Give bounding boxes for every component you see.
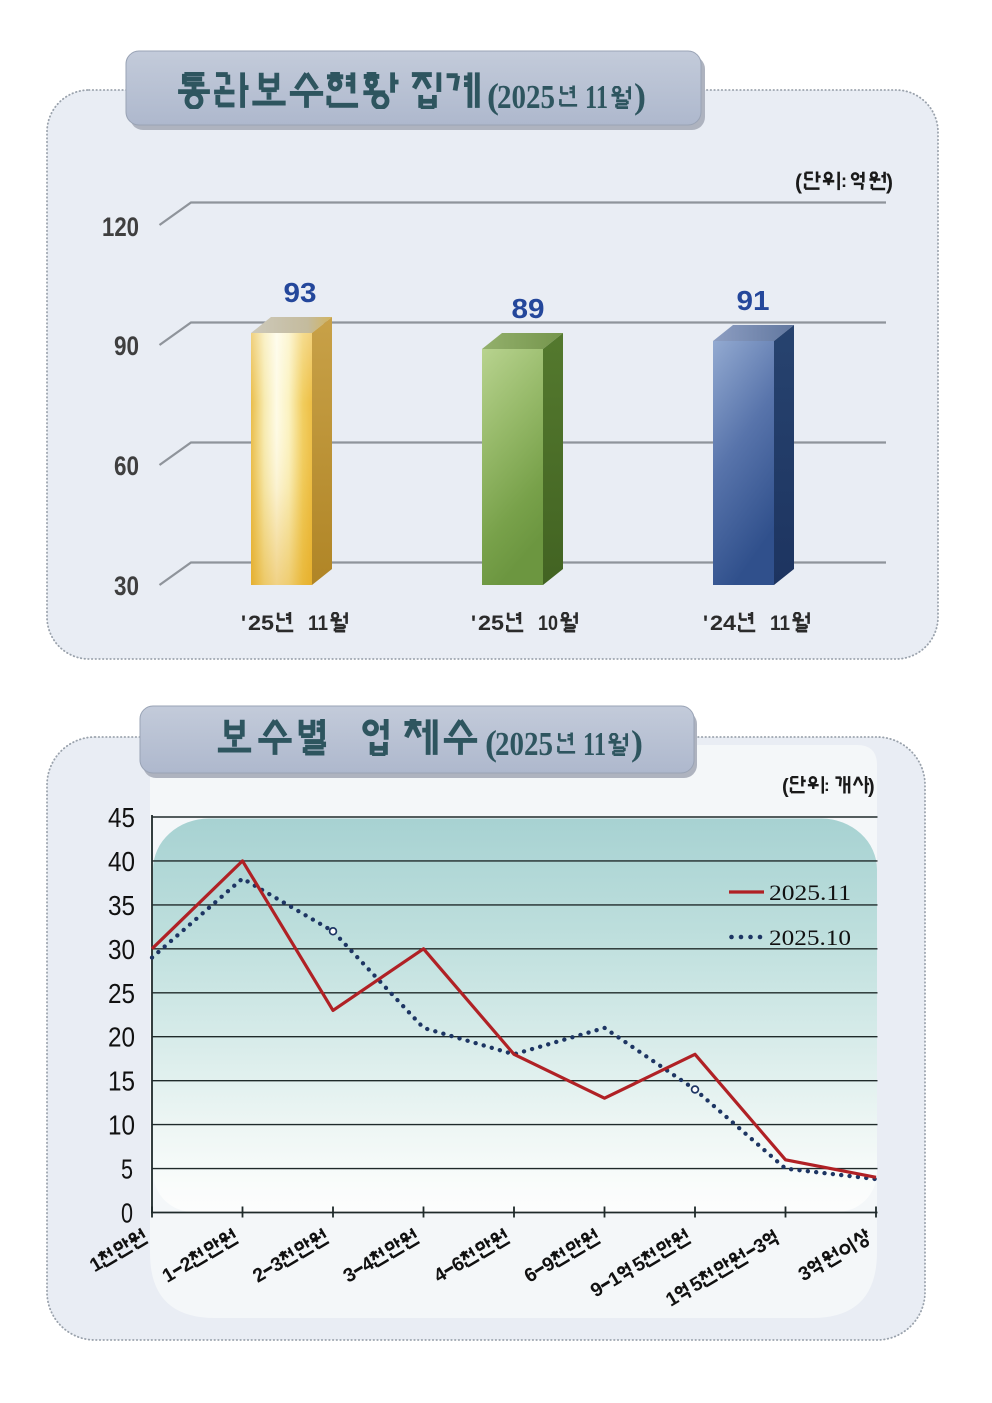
svg-text:35: 35	[108, 890, 135, 921]
svg-text:45: 45	[108, 802, 135, 833]
svg-text:10: 10	[538, 612, 558, 635]
svg-text:5: 5	[121, 1154, 133, 1185]
svg-text:25: 25	[108, 978, 135, 1009]
svg-text:15: 15	[108, 1066, 135, 1097]
svg-text:25: 25	[478, 612, 504, 635]
svg-text::: :	[841, 171, 847, 191]
svg-text:25: 25	[248, 612, 274, 635]
svg-text:10: 10	[108, 1110, 135, 1141]
svg-text::: :	[824, 776, 830, 795]
svg-text:11: 11	[770, 612, 790, 635]
svg-text:2025.11: 2025.11	[769, 880, 851, 905]
svg-text:(: (	[782, 776, 789, 798]
svg-text:11: 11	[585, 79, 608, 116]
svg-text:(: (	[485, 723, 497, 763]
svg-text:): )	[634, 76, 646, 116]
svg-text:): )	[868, 776, 875, 798]
svg-text:120: 120	[102, 212, 139, 242]
svg-text:): )	[631, 723, 643, 763]
svg-text:30: 30	[114, 571, 139, 601]
svg-text:(: (	[487, 76, 499, 116]
svg-text:': '	[471, 612, 476, 635]
svg-text:30: 30	[108, 934, 135, 965]
svg-text:20: 20	[108, 1022, 135, 1053]
svg-text:40: 40	[108, 846, 135, 877]
svg-text:90: 90	[114, 331, 139, 361]
svg-text:93: 93	[284, 277, 317, 308]
svg-text:(: (	[795, 171, 802, 194]
svg-text:91: 91	[737, 285, 770, 316]
svg-text:': '	[703, 612, 708, 635]
svg-text:2025.10: 2025.10	[769, 925, 851, 950]
svg-text:): )	[886, 171, 893, 194]
svg-text:24: 24	[710, 612, 736, 635]
svg-text:': '	[241, 612, 246, 635]
svg-text:89: 89	[512, 293, 545, 324]
svg-text:0: 0	[121, 1198, 133, 1229]
svg-text:11: 11	[308, 612, 328, 635]
svg-text:11: 11	[583, 726, 606, 763]
svg-text:2025: 2025	[497, 79, 555, 116]
svg-text:60: 60	[114, 451, 139, 481]
svg-text:2025: 2025	[495, 726, 553, 763]
